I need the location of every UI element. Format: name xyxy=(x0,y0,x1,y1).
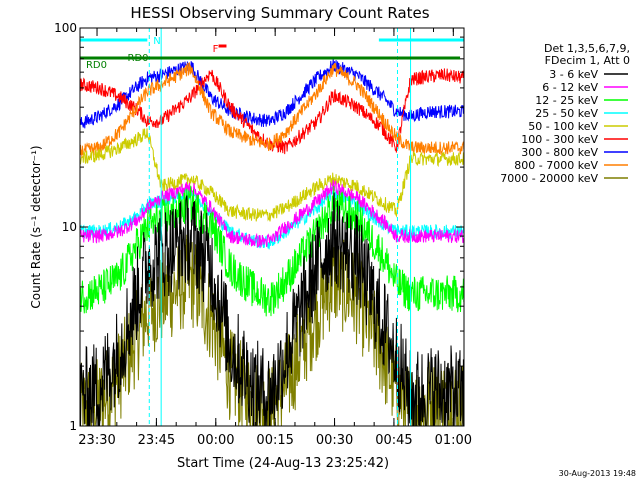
legend-label: 12 - 25 keV xyxy=(535,94,598,107)
x-axis-label: Start Time (24-Aug-13 23:25:42) xyxy=(177,456,389,471)
y-tick-label: 1 xyxy=(69,419,77,433)
flag-label-rd0: RD0 xyxy=(86,60,107,71)
series-line-300-800kev xyxy=(79,58,465,129)
legend-label: 800 - 7000 keV xyxy=(514,159,598,172)
chart-title: HESSI Observing Summary Count Rates xyxy=(130,4,429,22)
legend-header-line-1: Det 1,3,5,6,7,9, xyxy=(544,42,630,55)
x-tick-label: 01:00 xyxy=(435,433,472,448)
series-line-50-100kev xyxy=(79,128,465,222)
x-axis: 23:30 23:45 00:00 00:15 00:30 00:45 01:00 xyxy=(78,28,472,448)
legend-label: 100 - 300 keV xyxy=(521,133,598,146)
series-line-3-6kev xyxy=(79,192,465,427)
x-tick-label: 23:45 xyxy=(138,433,175,448)
x-tick-label: 00:00 xyxy=(197,433,234,448)
x-tick-label: 23:30 xyxy=(78,433,115,448)
series-line-100-300kev xyxy=(79,68,465,155)
flag-label-n: N xyxy=(153,36,160,47)
x-tick-label: 00:15 xyxy=(256,433,293,448)
series-line-800-7000kev xyxy=(79,62,465,158)
plot-area: N F RD0 RD0 xyxy=(79,28,465,427)
legend-header-line-2: FDecim 1, Att 0 xyxy=(545,54,630,67)
legend: Det 1,3,5,6,7,9, FDecim 1, Att 0 3 - 6 k… xyxy=(500,42,630,185)
legend-label: 50 - 100 keV xyxy=(528,120,598,133)
y-tick-label: 100 xyxy=(54,21,77,35)
legend-label: 7000 - 20000 keV xyxy=(500,172,598,185)
legend-label: 6 - 12 keV xyxy=(542,81,598,94)
flag-label-rd0: RD0 xyxy=(128,53,149,64)
series-line-6-12kev xyxy=(79,179,465,248)
y-axis: 1 10 100 xyxy=(54,21,464,433)
x-tick-label: 00:30 xyxy=(316,433,353,448)
x-tick-label: 00:45 xyxy=(375,433,412,448)
series-line-12-25kev xyxy=(79,185,465,317)
y-tick-label: 10 xyxy=(62,220,77,234)
legend-label: 300 - 800 keV xyxy=(521,146,598,159)
footer-date: 30-Aug-2013 19:48 xyxy=(559,469,636,478)
legend-label: 3 - 6 keV xyxy=(549,68,598,81)
y-axis-label: Count Rate (s⁻¹ detector⁻¹) xyxy=(29,145,43,308)
flag-label-f: F xyxy=(213,44,219,55)
legend-label: 25 - 50 keV xyxy=(535,107,598,120)
